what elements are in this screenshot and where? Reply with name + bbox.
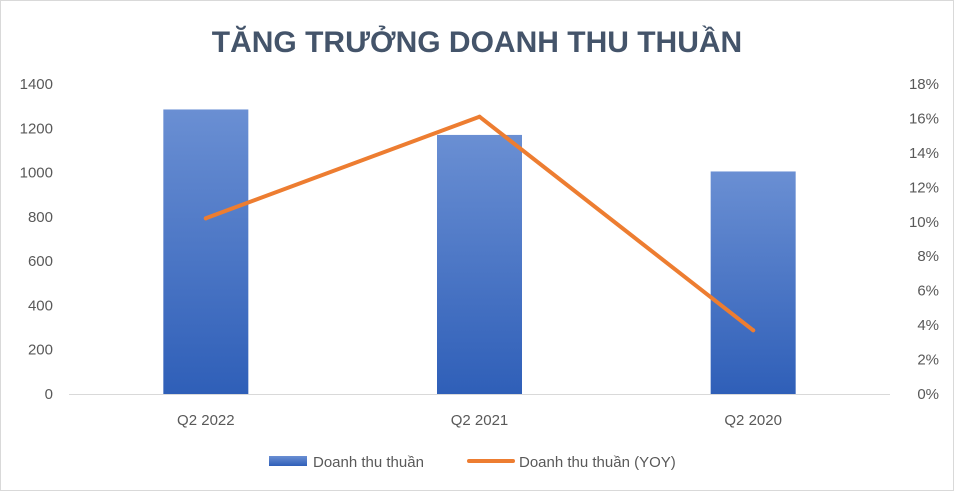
y-right-tick-label: 4% bbox=[917, 317, 939, 334]
y-left-tick-label: 1400 bbox=[20, 76, 53, 93]
y-right-tick-label: 12% bbox=[909, 179, 939, 196]
legend-bar-swatch bbox=[269, 456, 307, 466]
y-right-tick-label: 8% bbox=[917, 248, 939, 265]
axes: 0 200 400 600 800 1000 1200 1400 0% 2% 4% 6% 8% 10% 12… bbox=[20, 76, 939, 429]
legend: Doanh thu thuần Doanh thu thuần (YOY) bbox=[269, 454, 676, 471]
y-left-tick-label: 1000 bbox=[20, 165, 53, 182]
y-right-tick-label: 10% bbox=[909, 214, 939, 231]
y-left-tick-label: 800 bbox=[28, 209, 53, 226]
yoy-point bbox=[203, 216, 208, 221]
x-tick-label: Q2 2022 bbox=[177, 412, 235, 429]
y-right-tick-label: 16% bbox=[909, 110, 939, 127]
bar bbox=[163, 109, 249, 394]
bar bbox=[437, 134, 522, 394]
yoy-line bbox=[203, 114, 756, 333]
legend-line-label: Doanh thu thuần (YOY) bbox=[519, 454, 676, 471]
x-tick-label: Q2 2021 bbox=[451, 412, 509, 429]
y-left-tick-label: 200 bbox=[28, 342, 53, 359]
yoy-point bbox=[751, 328, 756, 333]
y-right-tick-label: 14% bbox=[909, 145, 939, 162]
chart-title: TĂNG TRƯỞNG DOANH THU THUẦN bbox=[212, 25, 742, 59]
y-right-tick-label: 2% bbox=[917, 352, 939, 369]
y-right-tick-label: 0% bbox=[917, 386, 939, 403]
bars bbox=[163, 109, 796, 394]
y-left-tick-label: 0 bbox=[45, 386, 53, 403]
y-right-tick-label: 6% bbox=[917, 283, 939, 300]
y-left-tick-label: 600 bbox=[28, 253, 53, 270]
legend-bar-label: Doanh thu thuần bbox=[313, 454, 424, 471]
bar bbox=[710, 171, 796, 394]
y-right-tick-label: 18% bbox=[909, 76, 939, 93]
x-tick-label: Q2 2020 bbox=[724, 412, 782, 429]
y-left-tick-label: 400 bbox=[28, 297, 53, 314]
yoy-point bbox=[477, 114, 482, 119]
y-left-tick-label: 1200 bbox=[20, 120, 53, 137]
